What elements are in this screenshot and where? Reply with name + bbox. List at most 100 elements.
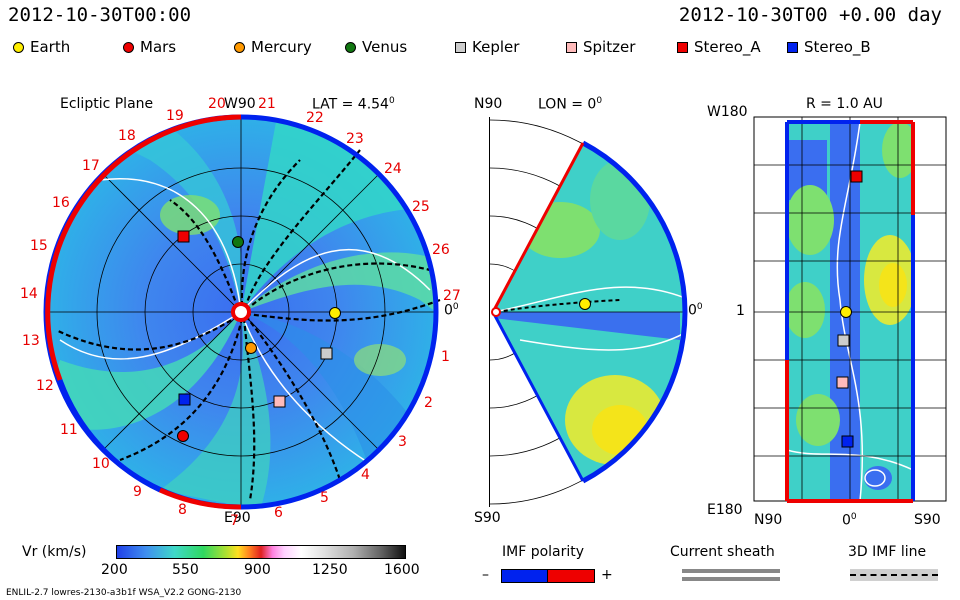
- carrington-label: 27: [443, 288, 461, 304]
- stereo-b-marker: [178, 393, 191, 406]
- ecliptic-contour: [99, 178, 242, 313]
- kepler-marker-icon: [455, 42, 466, 53]
- map-contour: [787, 449, 913, 471]
- carrington-label: 8: [178, 502, 187, 518]
- map-title: R = 1.0 AU: [806, 96, 883, 112]
- current-sheath-title: Current sheath: [670, 544, 775, 560]
- stereo-a-marker: [177, 230, 190, 243]
- imf-positive-swatch: [547, 569, 595, 583]
- carrington-label: 16: [52, 195, 70, 211]
- colorbar: [116, 545, 406, 559]
- sun-icon: [491, 307, 501, 317]
- carrington-label: 9: [133, 484, 142, 500]
- meridional-contour: [519, 329, 684, 351]
- ecliptic-lat-degree: 0: [388, 96, 395, 106]
- legend-venus: Venus: [362, 38, 408, 56]
- current-sheath-line: [682, 569, 780, 573]
- imf-plus-sign: +: [601, 567, 613, 583]
- ecliptic-lat-label: LAT = 4.540: [312, 96, 395, 113]
- carrington-label: 3: [398, 434, 407, 450]
- carrington-label: 13: [22, 333, 40, 349]
- carrington-label: 10: [92, 456, 110, 472]
- carrington-label: 26: [432, 242, 450, 258]
- carrington-label: 1: [441, 349, 450, 365]
- ecliptic-e90-label: E90: [224, 510, 251, 526]
- meridional-lon-degree: 0: [596, 96, 603, 106]
- ecliptic-wind-stream: [160, 312, 271, 507]
- imf-polarity-title: IMF polarity: [502, 544, 585, 560]
- ecliptic-title: Ecliptic Plane: [60, 96, 154, 112]
- stereo-b-marker-icon: [787, 42, 798, 53]
- stereo-b-marker: [841, 435, 854, 448]
- map-mid-label: 1: [736, 303, 745, 319]
- imf-3d-swatch: [850, 569, 938, 581]
- ecliptic-imf-boundary-red: [158, 487, 242, 510]
- carrington-label: 2: [424, 395, 433, 411]
- meridional-right-label: 00: [688, 302, 703, 319]
- spitzer-marker: [273, 395, 286, 408]
- earth-marker: [840, 306, 852, 318]
- ecliptic-imf-boundary-blue: [57, 379, 162, 493]
- legend-spitzer: Spitzer: [583, 38, 636, 56]
- legend-kepler: Kepler: [472, 38, 520, 56]
- carrington-label: 24: [384, 161, 402, 177]
- carrington-label: 6: [274, 505, 283, 521]
- meridional-right-degree: 0: [696, 302, 703, 312]
- spitzer-marker: [836, 376, 849, 389]
- ecliptic-lat-text: LAT = 4.54: [312, 96, 389, 113]
- stereo-a-marker-icon: [677, 42, 688, 53]
- meridional-axis: [489, 117, 490, 507]
- carrington-label: 18: [118, 128, 136, 144]
- venus-marker-icon: [345, 42, 356, 53]
- meridional-n90-label: N90: [474, 96, 503, 112]
- meridional-contour: [493, 286, 684, 313]
- map-fast-wind-blob: [787, 282, 825, 338]
- ecliptic-fast-wind-blob: [354, 344, 406, 376]
- map-contour: [836, 122, 864, 501]
- map-fast-wind-blob: [882, 122, 913, 178]
- ecliptic-imf-boundary-red: [45, 114, 242, 381]
- meridional-right-text: 0: [688, 302, 697, 319]
- ecliptic-right-text: 0: [444, 302, 453, 319]
- ecliptic-right-degree: 0: [452, 302, 459, 312]
- carrington-label: 20: [208, 96, 226, 112]
- carrington-label: 22: [306, 110, 324, 126]
- ecliptic-fast-wind-blob: [160, 195, 220, 235]
- imf-negative-swatch: [501, 569, 549, 583]
- colorbar-tick: 900: [244, 562, 271, 578]
- kepler-marker: [320, 347, 333, 360]
- map-0-label: 00: [842, 512, 857, 529]
- sun-icon: [231, 302, 251, 322]
- ecliptic-contour: [240, 311, 381, 471]
- ecliptic-contour: [59, 311, 242, 360]
- meridional-imf-boundary-blue: [581, 311, 688, 484]
- carrington-label: 23: [346, 131, 364, 147]
- map-fast-wind-blob: [796, 394, 840, 446]
- mars-marker: [177, 430, 189, 442]
- meridional-s90-label: S90: [474, 510, 501, 526]
- right-timestamp: 2012-10-30T00 +0.00 day: [678, 4, 942, 26]
- mars-marker-icon: [123, 42, 134, 53]
- carrington-label: 25: [412, 199, 430, 215]
- earth-marker: [579, 298, 591, 310]
- venus-marker: [232, 236, 244, 248]
- meridional-lon-label: LON = 00: [538, 96, 602, 113]
- kepler-marker: [837, 334, 850, 347]
- spitzer-marker-icon: [566, 42, 577, 53]
- carrington-label: 17: [82, 158, 100, 174]
- carrington-label: 4: [361, 467, 370, 483]
- map-slow-wind-band: [864, 466, 892, 490]
- carrington-label: 14: [20, 286, 38, 302]
- meridional-imf-boundary-blue: [581, 140, 688, 313]
- earth-marker: [329, 307, 341, 319]
- carrington-label: 21: [258, 96, 276, 112]
- imf-3d-title: 3D IMF line: [848, 544, 927, 560]
- mercury-marker: [245, 342, 257, 354]
- map-e180-label: E180: [707, 502, 743, 518]
- colorbar-title: Vr (km/s): [22, 544, 87, 560]
- ecliptic-wind-stream: [241, 312, 420, 470]
- ecliptic-wind-stream: [241, 252, 436, 330]
- carrington-label: 19: [166, 108, 184, 124]
- map-0-text: 0: [842, 512, 851, 529]
- colorbar-tick: 1600: [384, 562, 420, 578]
